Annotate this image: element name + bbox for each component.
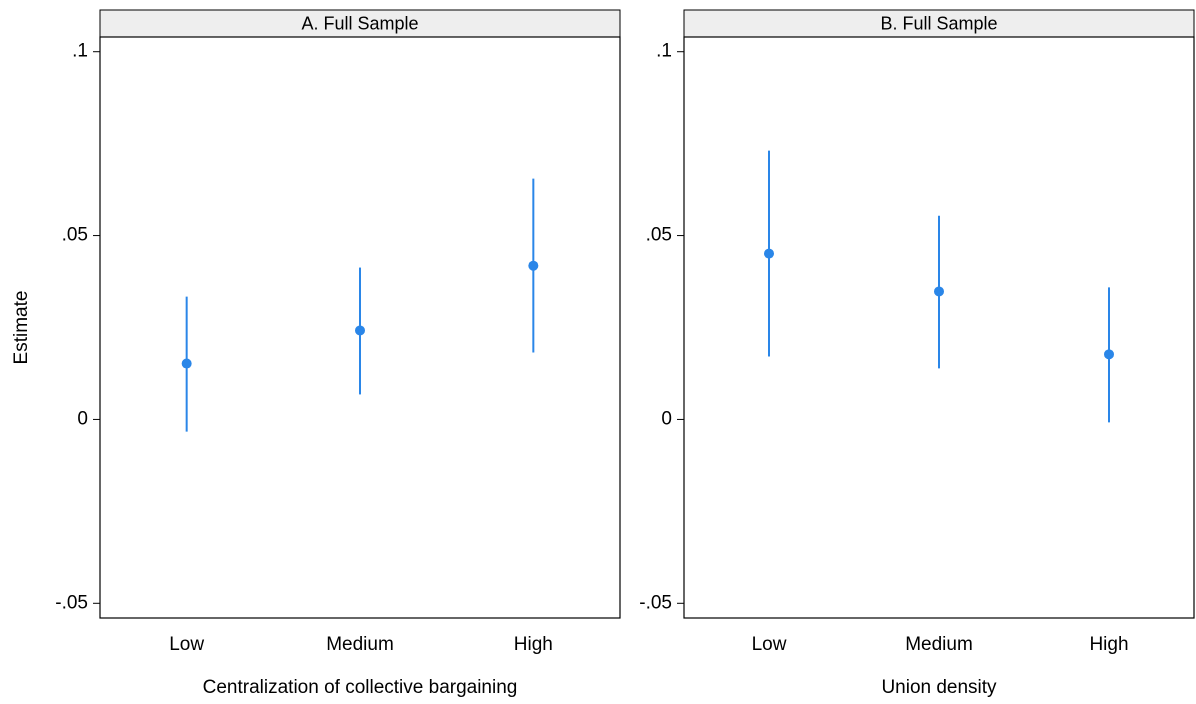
- point: [355, 325, 365, 336]
- y-tick-label: .05: [646, 225, 672, 246]
- point: [1104, 349, 1114, 360]
- x-tick-label: Low: [752, 634, 787, 655]
- y-tick-label: -.05: [55, 592, 88, 613]
- x-tick-label: High: [1089, 634, 1128, 655]
- point: [764, 248, 774, 259]
- x-tick-label: Low: [169, 634, 204, 655]
- point: [934, 286, 944, 297]
- x-tick-label: High: [514, 634, 553, 655]
- plot-frame: [99, 36, 621, 619]
- panel-title: B. Full Sample: [880, 13, 997, 33]
- x-axis-label: Centralization of collective bargaining: [203, 677, 518, 698]
- y-tick-label: -.05: [639, 592, 672, 613]
- point: [181, 358, 192, 369]
- x-axis-label: Union density: [881, 677, 997, 698]
- x-tick-label: Medium: [905, 634, 973, 655]
- title-strip: [99, 9, 621, 38]
- title-strip: [683, 9, 1195, 38]
- panel-title: A. Full Sample: [301, 13, 418, 33]
- y-tick-label: 0: [77, 408, 88, 429]
- y-tick-label: .05: [62, 225, 88, 246]
- y-tick-label: .1: [656, 41, 672, 62]
- plot-frame: [683, 36, 1195, 619]
- y-tick-label: 0: [661, 408, 672, 429]
- y-axis-label: Estimate: [11, 291, 32, 365]
- point: [528, 260, 539, 271]
- y-tick-label: .1: [72, 41, 88, 62]
- x-tick-label: Medium: [326, 634, 394, 655]
